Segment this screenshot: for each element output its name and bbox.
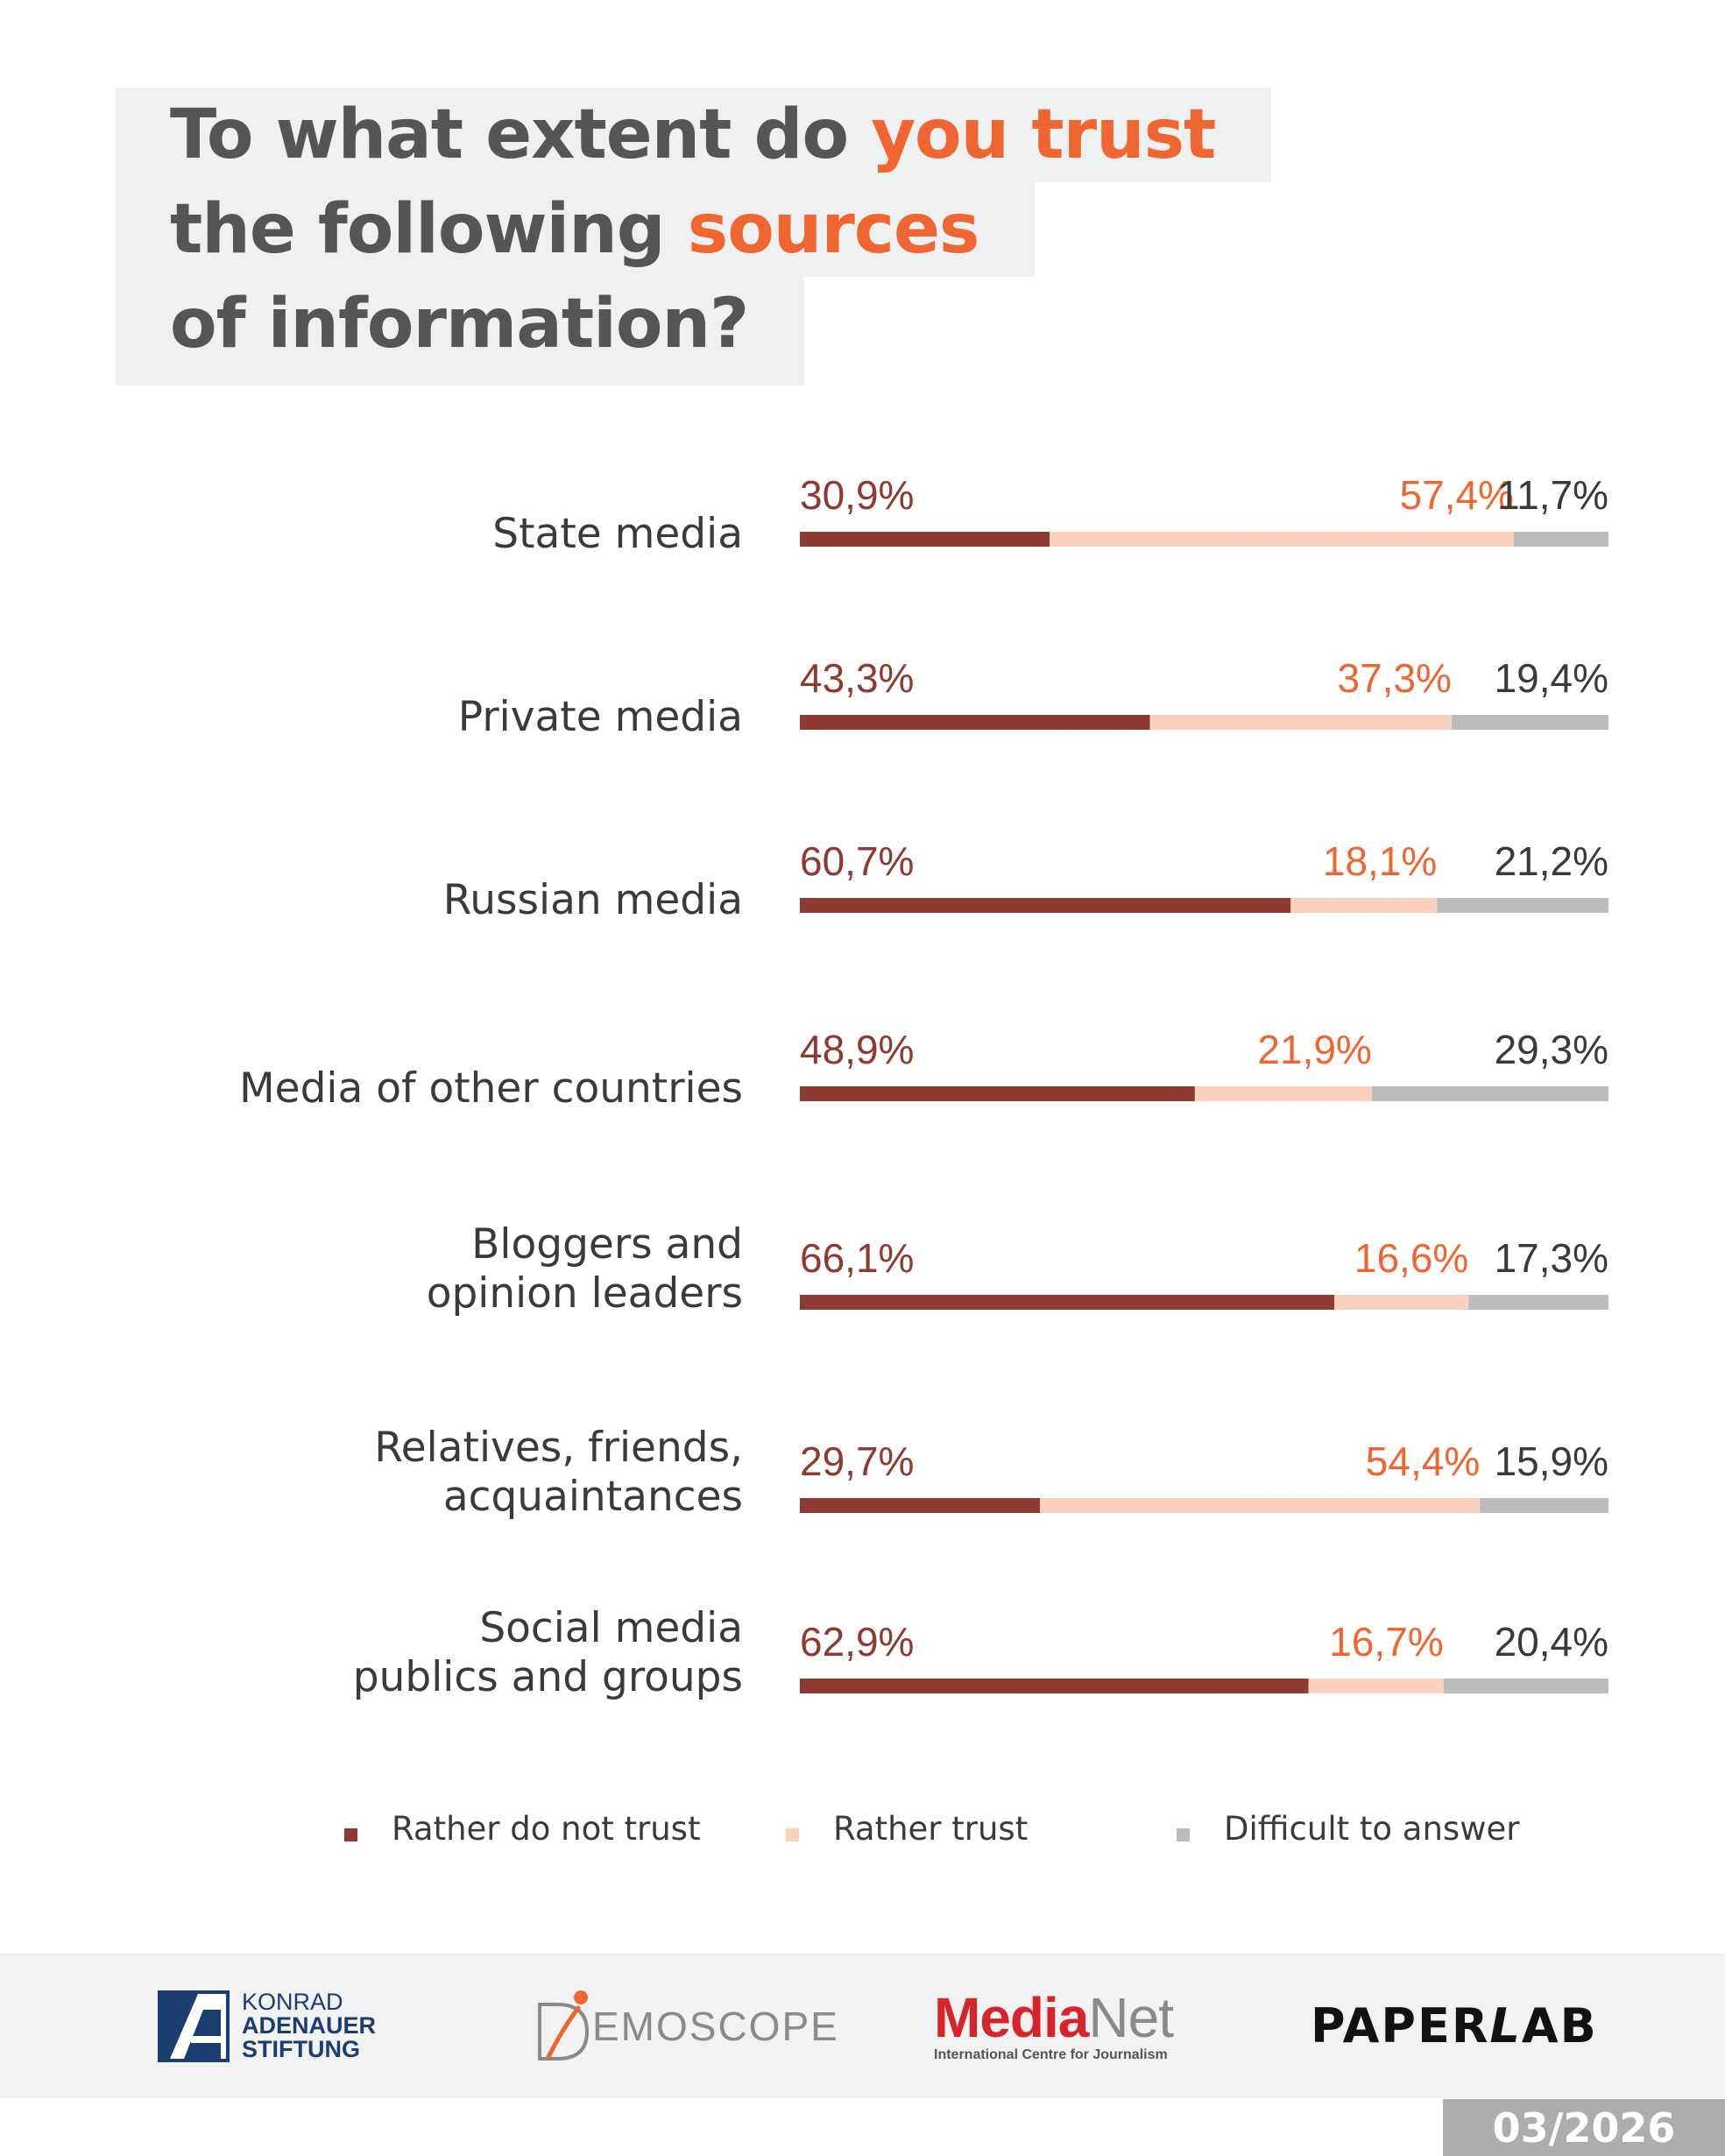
title-highlight: sources <box>687 190 980 269</box>
data-label-difficult: 19,4% <box>1495 655 1608 701</box>
bar-segment-trust <box>1194 1086 1372 1101</box>
bar-segment-not-trust <box>800 1295 1335 1310</box>
data-label-trust: 16,6% <box>1354 1235 1468 1281</box>
data-label-trust: 21,9% <box>1257 1027 1371 1072</box>
data-label-trust: 18,1% <box>1323 838 1437 884</box>
bar-segment-trust <box>1149 715 1452 730</box>
legend-swatch-trust <box>786 1828 799 1841</box>
title-line-2: the following sources <box>116 182 1036 277</box>
legend-swatch-not-trust <box>344 1828 357 1841</box>
bar-segment-difficult <box>1443 1679 1608 1693</box>
data-label-trust: 37,3% <box>1338 655 1452 701</box>
bar-segment-not-trust <box>800 715 1150 730</box>
data-label-difficult: 15,9% <box>1495 1439 1608 1484</box>
data-label-difficult: 20,4% <box>1495 1619 1608 1665</box>
data-label-not-trust: 62,9% <box>800 1619 914 1665</box>
demoscope-logo-icon <box>538 1990 590 2061</box>
data-label-trust: 16,7% <box>1329 1619 1443 1665</box>
paperlab-part-2: L <box>1489 1998 1522 2054</box>
data-label-not-trust: 30,9% <box>800 472 914 518</box>
title-text: of information? <box>170 285 749 364</box>
bar-segment-not-trust <box>800 1498 1041 1513</box>
kas-logo-icon <box>158 1990 230 2062</box>
legend-swatch-difficult <box>1177 1828 1190 1841</box>
category-label: Bloggers and <box>471 1220 743 1269</box>
medianet-part-2: Net <box>1088 1985 1174 2049</box>
medianet-logo: MediaNet International Centre for Journa… <box>934 1954 1174 2098</box>
paperlab-part-3: AB <box>1521 1998 1598 2054</box>
category-label: Social media <box>479 1604 743 1652</box>
title-text: the following <box>170 190 688 269</box>
bar-segment-difficult <box>1451 715 1608 730</box>
date-badge: 03/2026 <box>1443 2099 1725 2156</box>
paperlab-logo: PAPERLAB <box>1311 1954 1598 2098</box>
stacked-bar-chart: State media 30,9% 57,4%11,7% Private media 4… <box>239 472 1608 1848</box>
kas-line-2: ADENAUER <box>242 2012 377 2039</box>
medianet-subtitle: International Centre for Journalism <box>934 2046 1168 2062</box>
legend-label: Difficult to answer <box>1224 1810 1520 1848</box>
demoscope-logo: EMOSCOPE <box>534 1954 839 2098</box>
bar-segment-not-trust <box>800 532 1050 547</box>
kas-line-1: KONRAD <box>242 1989 343 2015</box>
bar-segment-trust <box>1334 1295 1469 1310</box>
category-label: Relatives, friends, <box>374 1424 743 1472</box>
bar-segment-trust <box>1290 898 1438 913</box>
medianet-part-1: Media <box>934 1985 1089 2049</box>
bar-segment-difficult <box>1468 1295 1608 1310</box>
bar-segment-difficult <box>1514 532 1608 547</box>
category-label: Media of other countries <box>239 1064 743 1113</box>
data-label-not-trust: 60,7% <box>800 838 914 884</box>
data-label-difficult: 11,7% <box>1497 472 1608 518</box>
data-label-not-trust: 29,7% <box>800 1439 914 1484</box>
data-label-not-trust: 66,1% <box>800 1235 914 1281</box>
category-label: Private media <box>458 693 743 741</box>
legend-label: Rather do not trust <box>392 1810 700 1848</box>
category-label: publics and groups <box>353 1653 743 1701</box>
demoscope-text: EMOSCOPE <box>592 2003 839 2049</box>
bar-segment-not-trust <box>800 1679 1309 1693</box>
category-label: State media <box>492 510 743 558</box>
data-label-not-trust: 48,9% <box>800 1027 914 1072</box>
legend-label: Rather trust <box>833 1810 1028 1848</box>
kas-logo: KONRAD ADENAUER STIFTUNG <box>158 1954 376 2098</box>
data-label-difficult: 29,3% <box>1495 1027 1608 1072</box>
title-line-1: To what extent do you trust <box>116 88 1272 182</box>
bar-segment-difficult <box>1480 1498 1608 1513</box>
data-label-difficult: 17,3% <box>1495 1235 1608 1281</box>
data-label-trust: 57,4% <box>1400 472 1514 518</box>
title-line-3: of information? <box>116 277 805 385</box>
title-highlight: you trust <box>871 95 1216 174</box>
category-label: opinion leaders <box>427 1269 743 1318</box>
data-label-trust: 54,4% <box>1366 1439 1480 1484</box>
footer-logos: KONRAD ADENAUER STIFTUNG EMOSCOPE MediaN… <box>0 1954 1725 2098</box>
paperlab-part-1: PAPER <box>1311 1998 1490 2054</box>
bar-segment-difficult <box>1437 898 1608 913</box>
title-text: To what extent do <box>170 95 872 174</box>
bar-segment-difficult <box>1371 1086 1608 1101</box>
bar-segment-trust <box>1040 1498 1481 1513</box>
data-label-not-trust: 43,3% <box>800 655 914 701</box>
bar-segment-trust <box>1308 1679 1444 1693</box>
category-label: Russian media <box>443 876 743 924</box>
bar-segment-not-trust <box>800 898 1291 913</box>
kas-line-3: STIFTUNG <box>242 2036 360 2062</box>
category-label: acquaintances <box>443 1473 743 1521</box>
bar-segment-trust <box>1050 532 1515 547</box>
data-label-difficult: 21,2% <box>1495 838 1608 884</box>
bar-segment-not-trust <box>800 1086 1195 1101</box>
